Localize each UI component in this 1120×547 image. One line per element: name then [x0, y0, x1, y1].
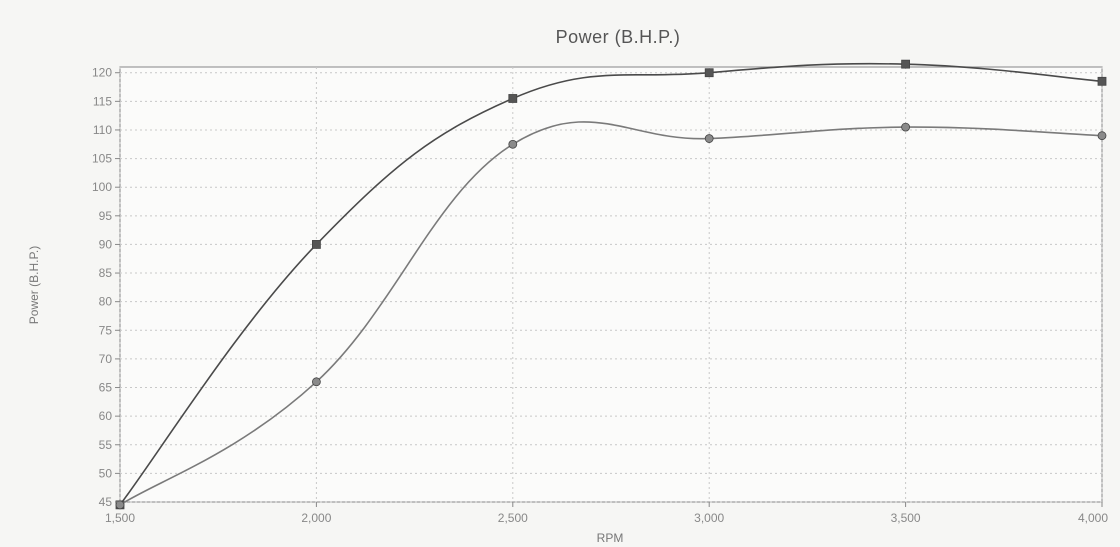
y-tick-label: 70	[99, 352, 113, 366]
y-tick-label: 50	[99, 466, 113, 480]
chart-title: Power (B.H.P.)	[556, 27, 681, 47]
y-tick-label: 90	[99, 237, 113, 251]
x-tick-label: 2,500	[498, 511, 528, 525]
grid-layer	[119, 67, 1103, 503]
x-axis-ticks: 1,500 2,000 2,500 3,000 3,500 4,000	[105, 502, 1108, 525]
series-2-point	[508, 139, 518, 149]
series-1-line	[119, 62, 1103, 506]
y-tick-label: 95	[99, 209, 113, 223]
y-axis-label: Power (B.H.P.)	[27, 246, 41, 324]
x-tick-label: 4,000	[1078, 511, 1108, 525]
y-tick-label: 85	[99, 266, 113, 280]
series-1-point	[1097, 76, 1107, 86]
y-tick-label: 115	[93, 94, 112, 108]
y-tick-label: 55	[99, 438, 113, 452]
y-tick-label: 100	[92, 180, 112, 194]
x-tick-label: 3,500	[891, 511, 921, 525]
y-tick-label: 105	[92, 152, 112, 166]
y-tick-label: 120	[92, 66, 112, 80]
plot-area	[119, 66, 1103, 503]
y-tick-label: 110	[93, 123, 112, 137]
series-1-point	[508, 94, 518, 103]
series-2-point	[311, 377, 321, 387]
series-2-point	[1097, 131, 1107, 141]
x-tick-label: 3,000	[694, 511, 724, 525]
series-1-point	[704, 68, 714, 78]
y-tick-label: 65	[99, 381, 113, 395]
series-1-point	[311, 240, 321, 249]
y-tick-label: 75	[99, 323, 113, 337]
y-tick-label: 45	[99, 495, 113, 509]
series-2-line	[119, 121, 1103, 506]
x-tick-label: 2,000	[301, 511, 331, 525]
series-1-point	[901, 59, 910, 69]
series-2-point	[704, 134, 714, 143]
x-tick-label: 1,500	[105, 511, 135, 525]
series-2-point	[901, 122, 910, 132]
x-axis-label: RPM	[597, 531, 624, 545]
y-tick-label: 80	[99, 295, 113, 309]
y-tick-label: 60	[99, 409, 113, 423]
y-axis-ticks: 45 50 55 60 65 70 75 80 85 90 95 100 105 110 115 120	[92, 66, 120, 509]
